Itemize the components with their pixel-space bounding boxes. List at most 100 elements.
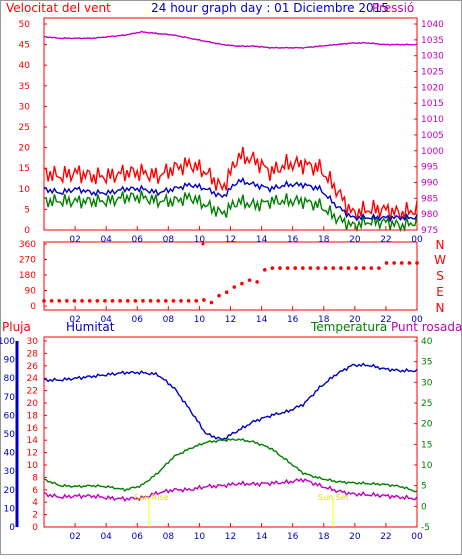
pluja-ytick-label: 10 — [27, 461, 39, 471]
dir-label-w: W — [434, 253, 446, 267]
wind-ytick-label: 50 — [19, 20, 31, 30]
dir-point — [57, 299, 62, 303]
dir-point — [392, 261, 396, 265]
humitat-ytick-label: 80 — [4, 374, 16, 384]
pluja-ytick-label: 8 — [32, 473, 38, 483]
hum-xtick-label: 06 — [132, 532, 144, 542]
wind-xtick-label: 06 — [132, 235, 144, 245]
wind-ytick-label: 45 — [19, 41, 30, 51]
wind-ytick-label: 5 — [24, 205, 30, 215]
humitat-ytick-label: 0 — [9, 523, 15, 533]
pluja-ytick-label: 24 — [27, 374, 39, 384]
dir-xtick-label: 16 — [287, 315, 299, 325]
humitat-ytick-label: 90 — [4, 356, 16, 366]
temp-ytick-label-r: 20 — [421, 420, 433, 430]
pluja-ytick-label: 14 — [27, 436, 39, 446]
wind-xtick-label: 04 — [100, 235, 112, 245]
pressure-line — [43, 30, 418, 50]
dir-point — [110, 299, 115, 303]
wind-xtick-label: 12 — [225, 235, 236, 245]
dir-xtick-label: 08 — [163, 315, 175, 325]
dir-point — [354, 266, 358, 270]
wind-ytick-label: 30 — [19, 102, 31, 112]
wind-ytick-label: 10 — [19, 185, 31, 195]
dir-point — [224, 290, 229, 295]
dir-point — [316, 266, 320, 270]
pressure-ytick-label-r: 1015 — [421, 99, 444, 109]
pluja-ytick-label: 18 — [27, 411, 39, 421]
wind-xtick-label: 16 — [287, 235, 299, 245]
pressure-ytick-label-r: 1040 — [421, 20, 444, 30]
dir-label-e: E — [436, 285, 444, 299]
dir-point — [65, 299, 69, 303]
wind-ytick-label: 0 — [24, 226, 30, 236]
wind-min-line — [43, 190, 418, 233]
humitat-ytick-label: 20 — [4, 486, 16, 496]
dir-point — [156, 299, 160, 303]
dir-point — [293, 266, 298, 270]
hum-xtick-label: 20 — [349, 532, 361, 542]
dir-point — [369, 266, 374, 270]
dir-ytick-label: 0 — [30, 302, 36, 312]
dir-point — [301, 266, 305, 270]
wind-xtick-label: 20 — [349, 235, 361, 245]
wind-ytick-label: 15 — [19, 164, 30, 174]
sun-set-label: Sun Set — [318, 493, 349, 502]
hum-xtick-label: 16 — [287, 532, 299, 542]
sun-rise-label: Sun Rise — [134, 493, 169, 502]
dir-point — [270, 266, 275, 270]
dir-point — [361, 266, 366, 270]
pressure-ytick-label-r: 1020 — [421, 83, 444, 93]
humitat-ytick-label: 10 — [4, 504, 16, 514]
pluja-ytick-label: 16 — [27, 424, 39, 434]
title-velocitat: Velocitat del vent — [6, 1, 111, 15]
pressure-ytick-label-r: 1025 — [421, 68, 444, 78]
pluja-ytick-label: 30 — [27, 337, 39, 347]
temp-ytick-label-r: 40 — [421, 337, 433, 347]
temperatura-line — [43, 437, 418, 493]
dir-point — [247, 278, 252, 282]
dir-point — [49, 299, 54, 303]
dir-point — [308, 266, 313, 270]
humitat-ytick-label: 30 — [4, 467, 16, 477]
dir-xtick-label: 20 — [349, 315, 361, 325]
pluja-ytick-label: 12 — [27, 449, 38, 459]
wind-xtick-label: 08 — [163, 235, 175, 245]
temp-ytick-label-r: 35 — [421, 358, 432, 368]
dir-xtick-label: 02 — [69, 315, 80, 325]
dir-point — [339, 266, 343, 270]
dir-point — [194, 299, 199, 303]
pressure-ytick-label-r: 995 — [421, 163, 438, 173]
dir-xtick-label: 10 — [194, 315, 206, 325]
dir-point — [240, 281, 244, 286]
temp-ytick-label-r: -5 — [421, 523, 430, 533]
dir-xtick-label: 12 — [225, 315, 236, 325]
temp-ytick-label-r: 30 — [421, 378, 433, 388]
wind-xtick-label: 02 — [69, 235, 80, 245]
dir-point — [202, 298, 206, 302]
wind-xtick-label: 22 — [380, 235, 391, 245]
dir-point — [95, 299, 100, 303]
dir-point — [377, 266, 381, 270]
dir-point — [384, 261, 389, 265]
wind-avg-line — [43, 176, 418, 223]
humitat-ytick-label: 40 — [4, 449, 16, 459]
pressure-ytick-label-r: 1000 — [421, 147, 444, 157]
pressure-ytick-label-r: 975 — [421, 226, 438, 236]
dir-point — [87, 299, 92, 303]
hum-xtick-label: 02 — [69, 532, 80, 542]
dir-xtick-label: 22 — [380, 315, 391, 325]
humitat-line — [43, 362, 418, 441]
title-date: 24 hour graph day : 01 Diciembre 2015 — [151, 1, 389, 15]
pluja-ytick-label: 22 — [27, 387, 38, 397]
series-group — [42, 30, 419, 503]
pluja-ytick-label: 28 — [27, 349, 39, 359]
dir-point — [118, 299, 122, 303]
dir-point — [407, 261, 412, 265]
humitat-ytick-label: 50 — [4, 430, 16, 440]
pluja-ytick-label: 20 — [27, 399, 39, 409]
dir-point — [209, 300, 214, 305]
dir-ytick-label: 90 — [25, 287, 37, 297]
